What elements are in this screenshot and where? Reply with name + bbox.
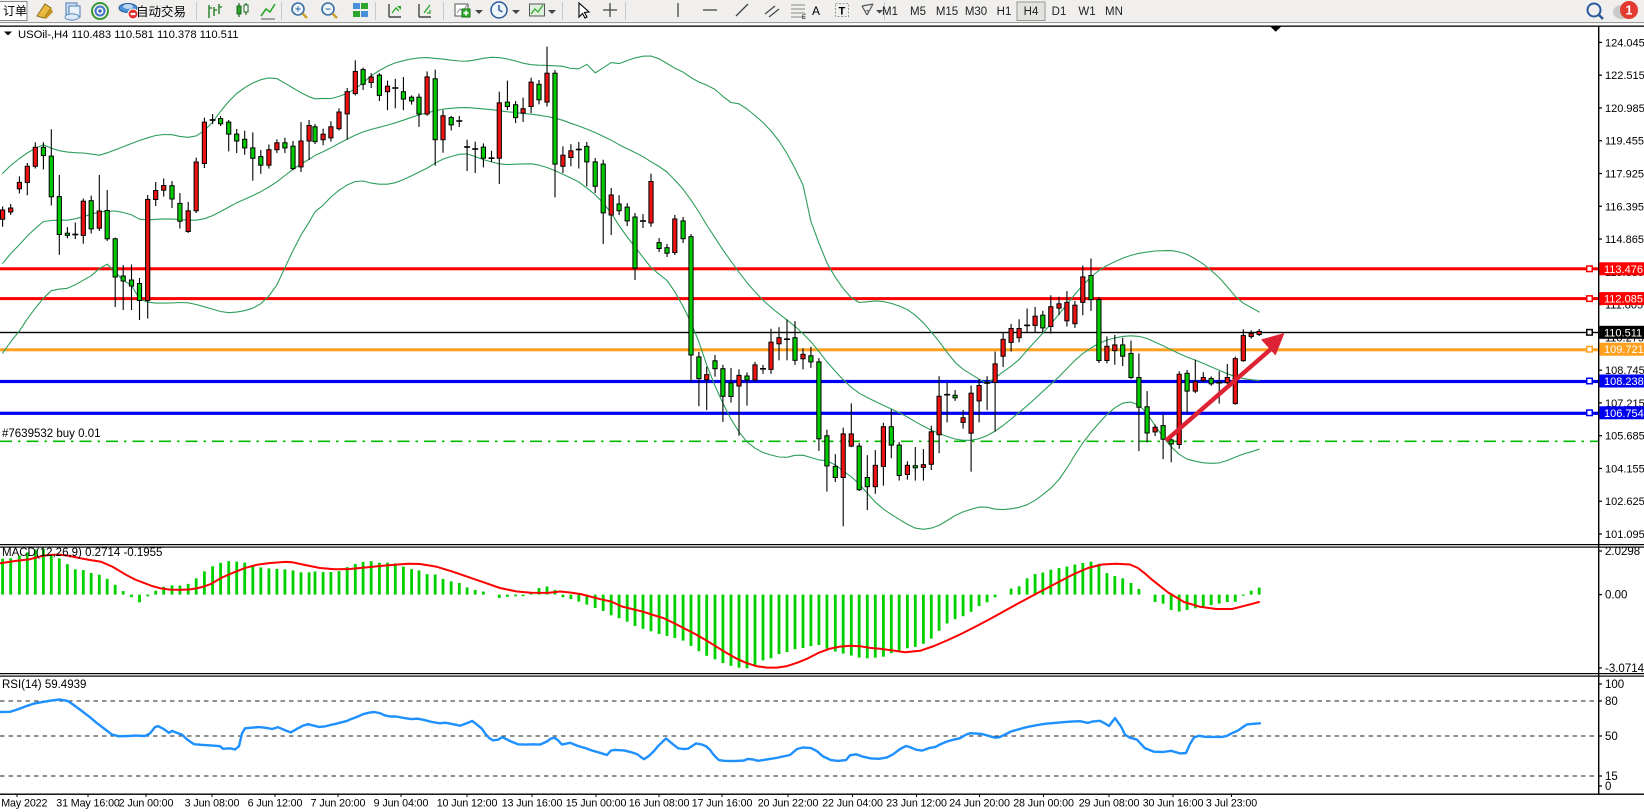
svg-text:15 Jun 00:00: 15 Jun 00:00 (566, 798, 627, 810)
svg-text:M1: M1 (882, 6, 898, 18)
svg-text:113.476: 113.476 (1604, 264, 1643, 276)
svg-text:M30: M30 (965, 6, 987, 18)
svg-text:M5: M5 (910, 6, 926, 18)
svg-text:1: 1 (1626, 4, 1633, 18)
svg-text:124.045: 124.045 (1605, 37, 1644, 49)
svg-text:112.085: 112.085 (1604, 294, 1643, 306)
svg-text:114.865: 114.865 (1605, 234, 1644, 246)
svg-text:50: 50 (1605, 731, 1618, 743)
svg-text:119.455: 119.455 (1605, 136, 1644, 148)
svg-text:2 Jun 00:00: 2 Jun 00:00 (119, 798, 174, 810)
svg-text:0.00: 0.00 (1605, 590, 1627, 602)
svg-text:120.985: 120.985 (1605, 103, 1644, 115)
svg-text:-3.0714: -3.0714 (1605, 663, 1644, 675)
svg-text:24 Jun 20:00: 24 Jun 20:00 (949, 798, 1010, 810)
svg-text:30 May 2022: 30 May 2022 (0, 798, 47, 810)
svg-text:E: E (802, 15, 806, 21)
svg-text:0: 0 (1605, 781, 1611, 793)
svg-text:28 Jun 00:00: 28 Jun 00:00 (1013, 798, 1074, 810)
svg-text:80: 80 (1605, 696, 1618, 708)
svg-text:H4: H4 (1024, 6, 1039, 18)
svg-text:7 Jun 20:00: 7 Jun 20:00 (311, 798, 366, 810)
svg-text:110.511: 110.511 (1604, 327, 1642, 339)
svg-text:15: 15 (1605, 771, 1618, 783)
svg-text:100: 100 (1605, 679, 1624, 691)
svg-text:H1: H1 (997, 6, 1012, 18)
svg-text:+: + (295, 5, 301, 16)
svg-text:17 Jun 16:00: 17 Jun 16:00 (692, 798, 753, 810)
svg-text:108.238: 108.238 (1604, 376, 1644, 388)
svg-text:29 Jun 08:00: 29 Jun 08:00 (1079, 798, 1140, 810)
svg-text:13 Jun 16:00: 13 Jun 16:00 (502, 798, 563, 810)
svg-text:3 Jul 23:00: 3 Jul 23:00 (1206, 798, 1257, 810)
svg-text:104.155: 104.155 (1605, 463, 1644, 475)
svg-text:2.0298: 2.0298 (1605, 546, 1640, 558)
svg-text:10 Jun 12:00: 10 Jun 12:00 (437, 798, 498, 810)
svg-text:W1: W1 (1078, 6, 1095, 18)
svg-text:106.754: 106.754 (1604, 408, 1644, 420)
svg-text:105.685: 105.685 (1605, 431, 1644, 443)
svg-text:30 Jun 16:00: 30 Jun 16:00 (1143, 798, 1204, 810)
svg-text:6 Jun 12:00: 6 Jun 12:00 (248, 798, 303, 810)
svg-text:9 Jun 04:00: 9 Jun 04:00 (374, 798, 429, 810)
svg-text:122.515: 122.515 (1605, 70, 1644, 82)
svg-text:102.625: 102.625 (1605, 496, 1644, 508)
svg-text:订单: 订单 (3, 4, 27, 18)
svg-text:M15: M15 (936, 6, 958, 18)
svg-text:#7639532 buy 0.01: #7639532 buy 0.01 (2, 428, 100, 440)
svg-text:109.721: 109.721 (1604, 344, 1644, 356)
svg-text:3 Jun 08:00: 3 Jun 08:00 (185, 798, 240, 810)
svg-text:101.095: 101.095 (1605, 529, 1644, 541)
svg-text:20 Jun 22:00: 20 Jun 22:00 (758, 798, 819, 810)
svg-text:自动交易: 自动交易 (136, 4, 186, 19)
svg-text:16 Jun 08:00: 16 Jun 08:00 (629, 798, 690, 810)
svg-text:T: T (839, 6, 846, 18)
svg-text:USOil-,H4 110.483 110.581 110: USOil-,H4 110.483 110.581 110.378 110.51… (18, 29, 239, 41)
svg-text:108.745: 108.745 (1605, 365, 1644, 377)
svg-text:MN: MN (1105, 6, 1123, 18)
svg-text:31 May 16:00: 31 May 16:00 (56, 798, 120, 810)
svg-text:D1: D1 (1052, 6, 1067, 18)
svg-text:A: A (812, 4, 820, 18)
svg-text:RSI(14) 59.4939: RSI(14) 59.4939 (2, 679, 86, 691)
svg-text:MACD(12,26,9) 0.2714 -0.1955: MACD(12,26,9) 0.2714 -0.1955 (2, 547, 162, 559)
svg-text:−: − (325, 5, 331, 16)
svg-text:117.925: 117.925 (1605, 169, 1644, 181)
svg-text:23 Jun 12:00: 23 Jun 12:00 (886, 798, 947, 810)
svg-text:116.395: 116.395 (1605, 201, 1644, 213)
svg-text:22 Jun 04:00: 22 Jun 04:00 (822, 798, 883, 810)
